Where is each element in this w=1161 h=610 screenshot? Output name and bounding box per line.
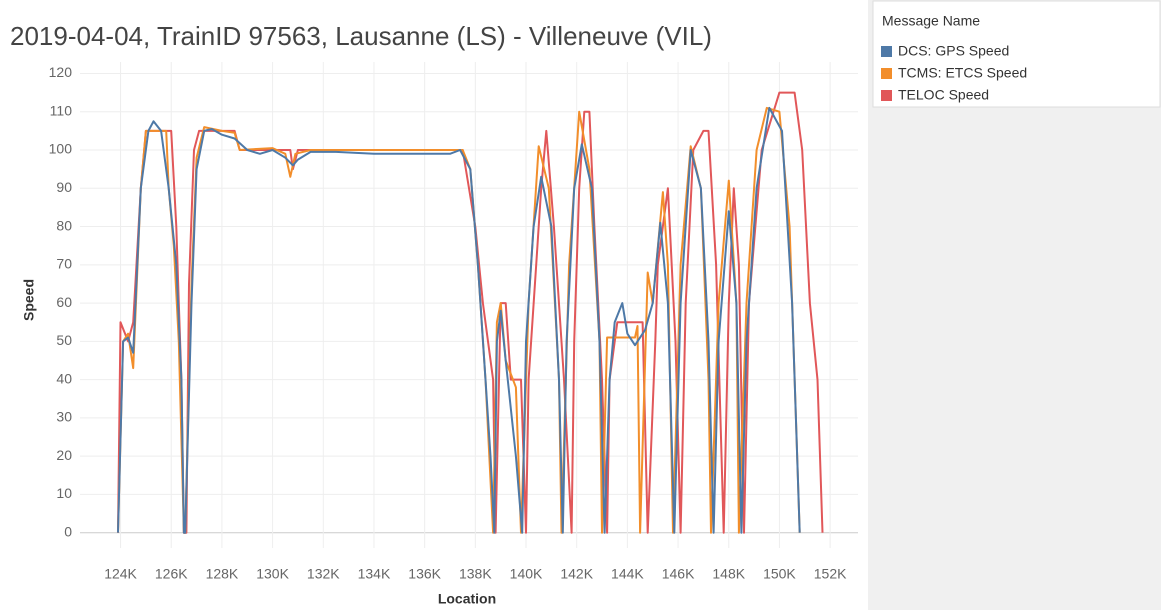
- legend-label: TCMS: ETCS Speed: [898, 65, 1027, 81]
- x-tick-label: 128K: [206, 566, 239, 582]
- y-tick-label: 0: [64, 523, 72, 539]
- y-tick-label: 110: [50, 102, 73, 118]
- x-tick-label: 152K: [814, 566, 847, 582]
- x-tick-label: 138K: [459, 566, 492, 582]
- y-tick-label: 10: [56, 485, 72, 501]
- x-tick-label: 148K: [712, 566, 745, 582]
- legend-label: DCS: GPS Speed: [898, 43, 1009, 59]
- x-tick-label: 124K: [104, 566, 137, 582]
- y-tick-label: 60: [56, 294, 72, 310]
- legend-swatch: [881, 90, 892, 101]
- x-tick-label: 126K: [155, 566, 188, 582]
- legend-swatch: [881, 46, 892, 57]
- y-tick-label: 80: [56, 217, 72, 233]
- legend-box: [872, 0, 1161, 108]
- x-tick-label: 136K: [408, 566, 441, 582]
- series-line: [117, 106, 801, 534]
- x-tick-label: 140K: [510, 566, 543, 582]
- y-tick-label: 30: [56, 409, 72, 425]
- x-tick-label: 130K: [256, 566, 289, 582]
- x-tick-label: 134K: [358, 566, 391, 582]
- legend-title: Message Name: [882, 13, 980, 29]
- legend-swatch: [881, 68, 892, 79]
- y-axis-title: Speed: [21, 279, 37, 321]
- x-tick-label: 150K: [763, 566, 796, 582]
- y-tick-label: 70: [56, 256, 72, 272]
- y-tick-label: 120: [49, 64, 73, 80]
- legend-label: TELOC Speed: [898, 87, 989, 103]
- y-tick-label: 50: [56, 332, 72, 348]
- y-tick-label: 40: [56, 370, 72, 386]
- x-tick-label: 142K: [560, 566, 593, 582]
- x-tick-label: 146K: [662, 566, 695, 582]
- x-tick-label: 132K: [307, 566, 340, 582]
- x-tick-label: 144K: [611, 566, 644, 582]
- y-tick-label: 100: [49, 141, 73, 157]
- series-line: [117, 91, 824, 534]
- plot-area: [80, 62, 858, 548]
- x-axis-title: Location: [438, 591, 496, 607]
- y-tick-label: 20: [56, 447, 72, 463]
- y-tick-label: 90: [56, 179, 72, 195]
- chart-title: 2019-04-04, TrainID 97563, Lausanne (LS)…: [10, 21, 712, 51]
